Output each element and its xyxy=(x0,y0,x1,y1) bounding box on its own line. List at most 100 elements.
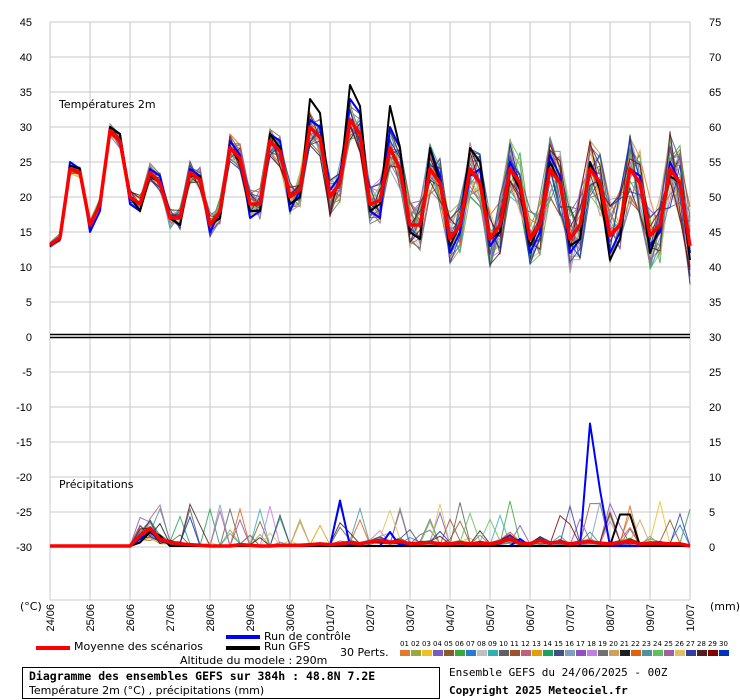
left-tick-label: -20 xyxy=(16,472,32,484)
legend-gfs-label: Run GFS xyxy=(264,640,311,653)
member-legend-swatch xyxy=(642,650,652,656)
date-label: 25/06 xyxy=(85,604,97,632)
temperature-panel-label: Températures 2m xyxy=(59,98,156,111)
left-tick-label: -25 xyxy=(16,507,32,519)
date-label: 28/06 xyxy=(205,604,217,632)
right-unit-label: (mm) xyxy=(710,600,740,613)
member-legend-swatch xyxy=(598,650,608,656)
altitude-label: Altitude du modele : 290m xyxy=(180,654,328,667)
right-tick-label: 10 xyxy=(709,472,721,484)
left-tick-label: 0 xyxy=(26,332,32,344)
left-tick-label: 45 xyxy=(20,17,32,29)
member-legend-swatch xyxy=(708,650,718,656)
member-legend-swatch xyxy=(488,650,498,656)
member-legend-swatch xyxy=(510,650,520,656)
date-label: 29/06 xyxy=(245,604,257,632)
member-legend-number: 04 xyxy=(433,640,442,648)
legend-control-label: Run de contrôle xyxy=(264,630,351,643)
member-legend-swatch xyxy=(433,650,443,656)
date-label: 08/07 xyxy=(605,604,617,632)
member-legend-number: 23 xyxy=(642,640,651,648)
left-tick-label: 25 xyxy=(20,157,32,169)
left-tick-label: 15 xyxy=(20,227,32,239)
left-tick-label: 20 xyxy=(20,192,32,204)
member-legend-swatch xyxy=(499,650,509,656)
member-legend-swatch xyxy=(422,650,432,656)
left-unit-label: (°C) xyxy=(20,600,42,613)
member-legend-swatch xyxy=(411,650,421,656)
left-tick-label: 10 xyxy=(20,262,32,274)
member-legend-swatch xyxy=(664,650,674,656)
right-tick-label: 0 xyxy=(709,542,715,554)
right-tick-label: 30 xyxy=(709,332,721,344)
member-legend-number: 02 xyxy=(411,640,420,648)
member-legend-swatch xyxy=(653,650,663,656)
date-label: 05/07 xyxy=(485,604,497,632)
member-legend-swatch xyxy=(455,650,465,656)
date-label: 06/07 xyxy=(525,604,537,632)
member-legend-number: 15 xyxy=(554,640,563,648)
date-label: 26/06 xyxy=(125,604,137,632)
left-tick-label: -30 xyxy=(16,542,32,554)
date-label: 27/06 xyxy=(165,604,177,632)
member-legend-number: 14 xyxy=(543,640,552,648)
member-legend-swatch xyxy=(444,650,454,656)
member-legend-swatch xyxy=(532,650,542,656)
right-tick-label: 50 xyxy=(709,192,721,204)
date-label: 01/07 xyxy=(325,604,337,632)
member-legend-number: 17 xyxy=(576,640,585,648)
date-label: 30/06 xyxy=(285,604,297,632)
member-legend-swatch xyxy=(686,650,696,656)
member-legend-number: 30 xyxy=(719,640,728,648)
member-legend-swatch xyxy=(565,650,575,656)
main-series xyxy=(48,84,692,548)
left-tick-label: 5 xyxy=(26,297,32,309)
member-legend-swatch xyxy=(697,650,707,656)
legend-mean-swatch xyxy=(36,646,70,650)
precipitation-panel-label: Précipitations xyxy=(59,478,134,491)
mean-precipitation-line xyxy=(50,526,691,548)
member-legend-number: 26 xyxy=(675,640,684,648)
member-legend-swatch xyxy=(554,650,564,656)
left-tick-label: 35 xyxy=(20,87,32,99)
date-label: 10/07 xyxy=(685,604,697,632)
right-tick-label: 35 xyxy=(709,297,721,309)
member-legend-swatch xyxy=(620,650,630,656)
date-label: 24/06 xyxy=(45,604,57,632)
legend-perts-label: 30 Perts. xyxy=(340,646,389,659)
member-legend-number: 07 xyxy=(466,640,475,648)
member-legend-number: 01 xyxy=(400,640,409,648)
member-legend-number: 24 xyxy=(653,640,662,648)
member-legend-swatch xyxy=(466,650,476,656)
right-tick-label: 65 xyxy=(709,87,721,99)
member-legend-number: 16 xyxy=(565,640,574,648)
member-legend-swatch xyxy=(675,650,685,656)
right-tick-label: 60 xyxy=(709,122,721,134)
member-legend-number: 28 xyxy=(697,640,706,648)
date-label: 09/07 xyxy=(645,604,657,632)
mean-temperature-line xyxy=(48,118,692,247)
right-tick-label: 25 xyxy=(709,367,721,379)
member-legend-number: 18 xyxy=(587,640,596,648)
right-tick-label: 70 xyxy=(709,52,721,64)
member-legend-swatch xyxy=(400,650,410,656)
right-tick-label: 20 xyxy=(709,402,721,414)
member-legend-number: 13 xyxy=(532,640,541,648)
member-legend-number: 12 xyxy=(521,640,530,648)
member-legend-swatch xyxy=(521,650,531,656)
right-tick-label: 75 xyxy=(709,17,721,29)
member-legend-number: 10 xyxy=(499,640,508,648)
legend-gfs-swatch xyxy=(226,646,260,650)
member-legend-swatch xyxy=(631,650,641,656)
run-info: Ensemble GEFS du 24/06/2025 - 00Z xyxy=(449,666,668,679)
member-legend-swatch xyxy=(576,650,586,656)
member-legend-number: 06 xyxy=(455,640,464,648)
title-box: Diagramme des ensembles GEFS sur 384h : … xyxy=(22,667,440,699)
date-label: 03/07 xyxy=(405,604,417,632)
member-legend-number: 08 xyxy=(477,640,486,648)
date-label: 04/07 xyxy=(445,604,457,632)
left-tick-label: -15 xyxy=(16,437,32,449)
member-legend-swatch xyxy=(543,650,553,656)
right-tick-label: 40 xyxy=(709,262,721,274)
